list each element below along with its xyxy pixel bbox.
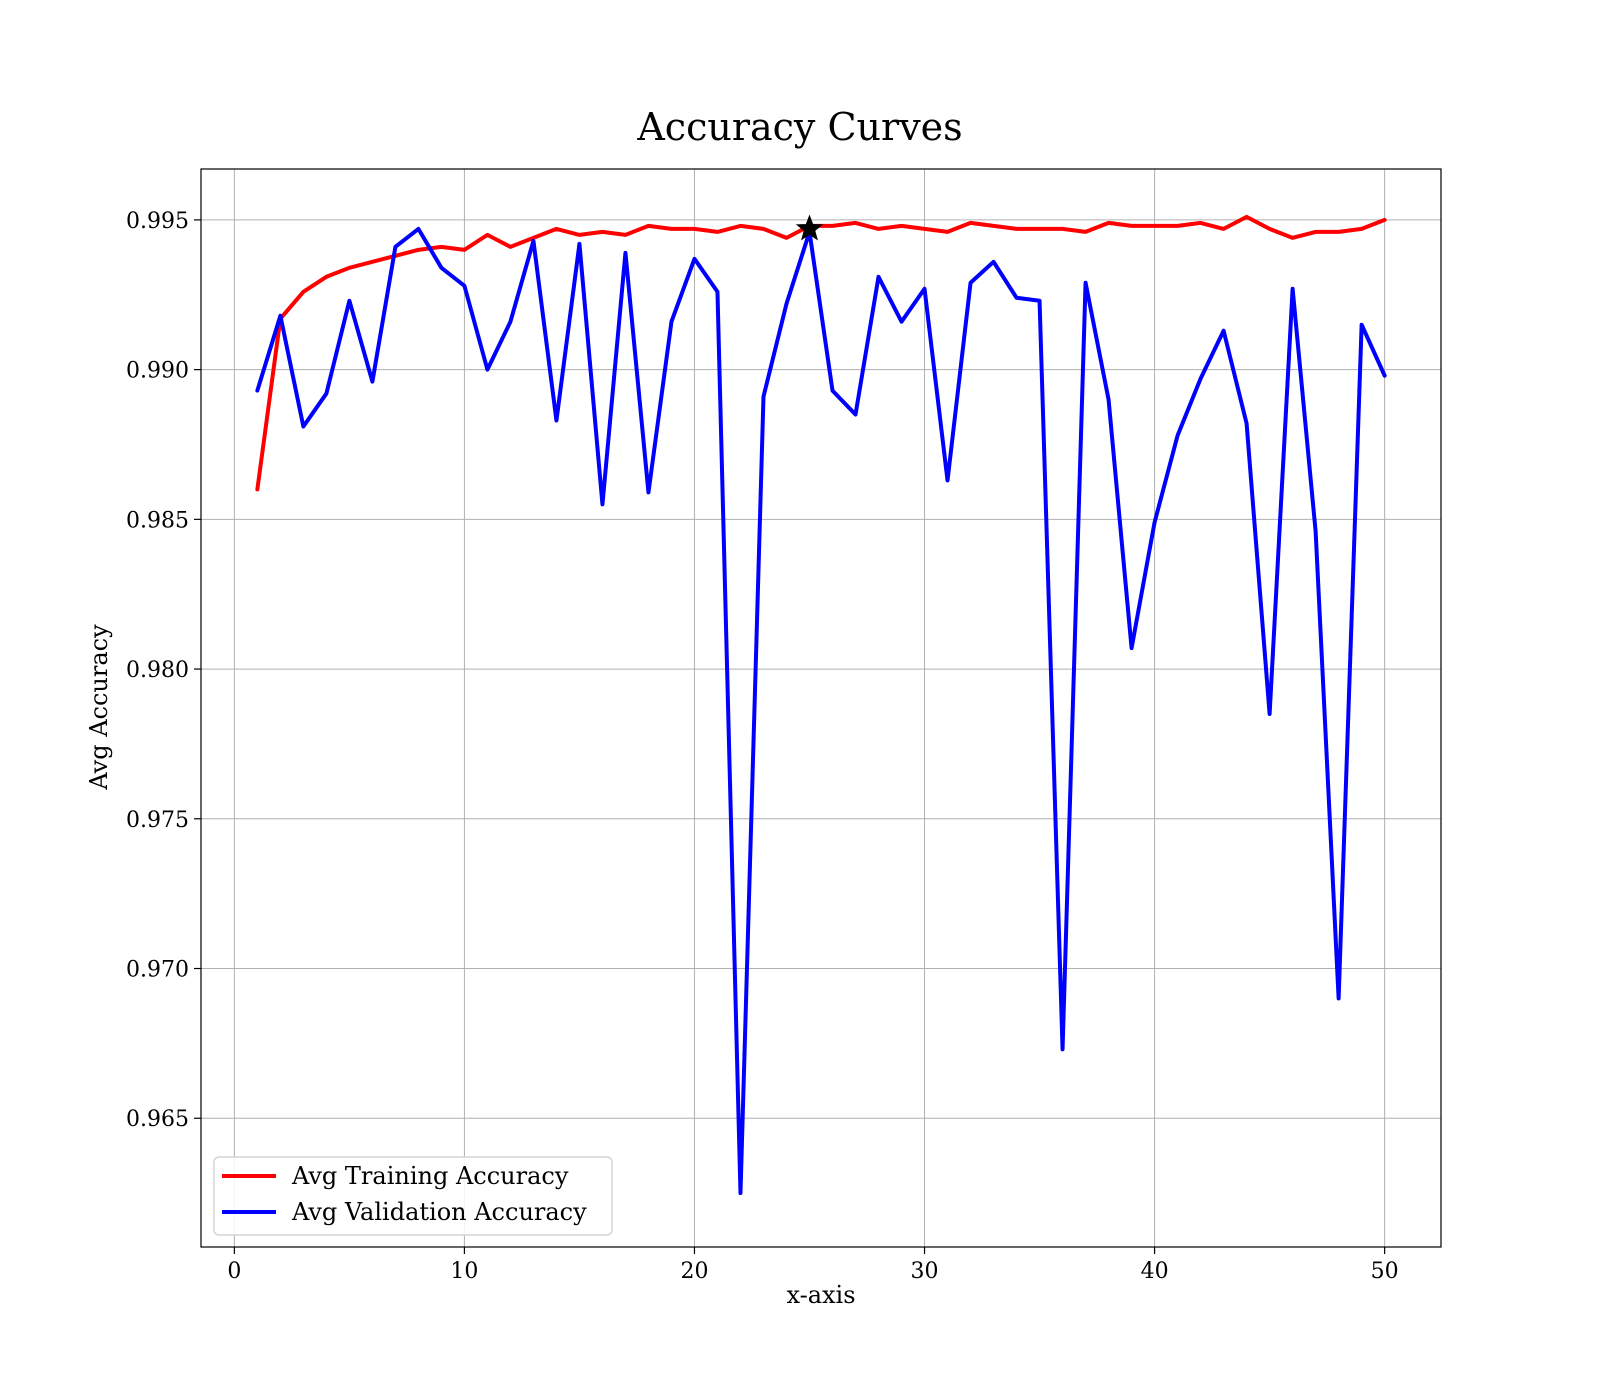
marker-layer (795, 214, 824, 241)
y-axis-label: Avg Accuracy (85, 624, 113, 791)
y-tick-label: 0.980 (126, 658, 189, 683)
y-tick-label: 0.975 (126, 808, 189, 833)
y-tick-label: 0.965 (126, 1107, 189, 1132)
best-point-star-marker (795, 214, 824, 241)
x-tick-label: 0 (227, 1259, 241, 1284)
x-tick-label: 40 (1141, 1259, 1169, 1284)
x-tick-label: 20 (680, 1259, 708, 1284)
x-tick-label: 10 (450, 1259, 478, 1284)
y-tick-label: 0.985 (126, 508, 189, 533)
x-axis-label: x-axis (786, 1281, 855, 1309)
legend-box (213, 1156, 613, 1236)
legend-label-training: Avg Training Accuracy (291, 1162, 569, 1190)
x-tick-label: 30 (911, 1259, 939, 1284)
y-tick-label: 0.970 (126, 958, 189, 983)
x-axis-ticks: 0 10 20 30 40 50 (227, 1247, 1399, 1284)
legend-label-validation: Avg Validation Accuracy (291, 1198, 587, 1226)
x-tick-label: 50 (1371, 1259, 1399, 1284)
y-tick-label: 0.995 (126, 209, 189, 234)
validation-accuracy-line (255, 226, 1387, 1196)
grid (201, 169, 1441, 1247)
chart-title: Accuracy Curves (636, 105, 962, 149)
legend: Avg Training Accuracy Avg Validation Acc… (213, 1156, 613, 1236)
y-tick-label: 0.990 (126, 359, 189, 384)
plot-frame (200, 168, 1442, 1248)
y-axis-ticks: 0.965 0.970 0.975 0.980 0.985 0.990 0.995 (126, 209, 201, 1132)
